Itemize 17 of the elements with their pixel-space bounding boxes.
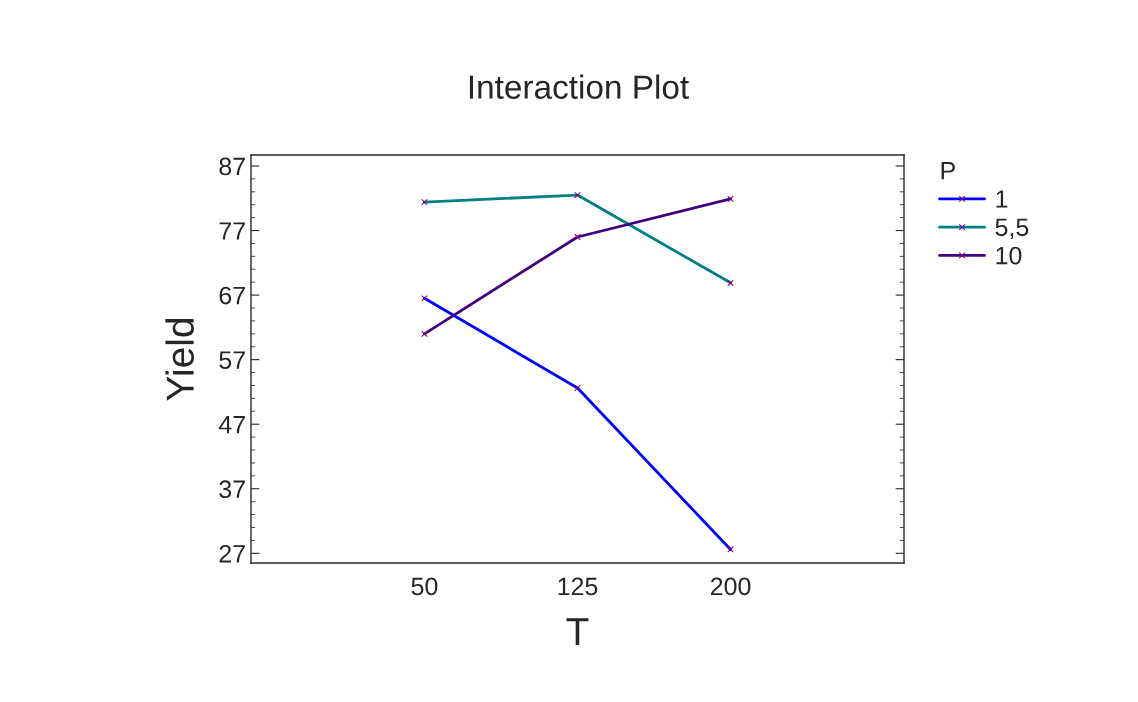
y-tick-label: 57 (219, 351, 245, 369)
y-axis-title: Yield (165, 319, 194, 401)
x-axis-title: T (566, 618, 589, 646)
y-tick-label: 77 (219, 222, 245, 240)
legend-label: 1 (996, 190, 1008, 208)
y-tick-label: 67 (219, 286, 245, 305)
y-tick-label: 47 (218, 416, 245, 434)
legend-label: 5,5 (995, 218, 1029, 240)
x-tick-label: 50 (411, 577, 438, 596)
y-tick-label: 27 (219, 544, 245, 563)
x-tick-label: 125 (558, 577, 598, 596)
y-tick-label: 37 (219, 480, 245, 499)
y-tick-label: 87 (219, 157, 245, 176)
x-tick-label: 200 (710, 577, 751, 596)
chart-title: Interaction Plot (469, 74, 689, 99)
legend-label: 10 (996, 246, 1022, 265)
legend-title: P (941, 162, 955, 180)
